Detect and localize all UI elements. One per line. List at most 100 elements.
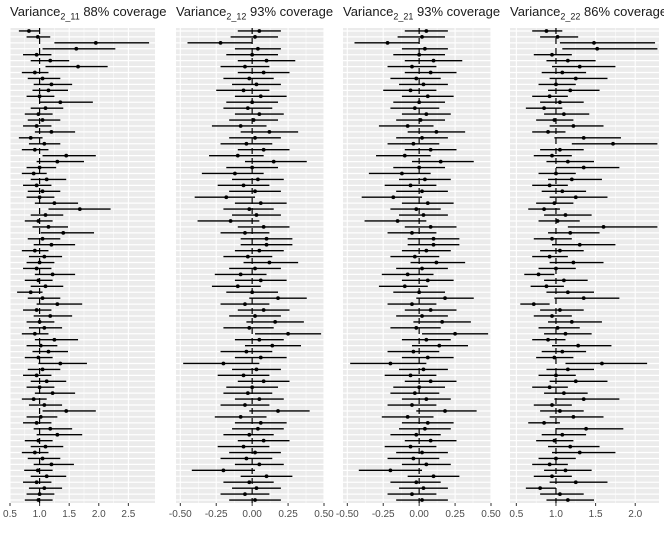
estimate-point — [55, 432, 60, 437]
estimate-point — [544, 29, 549, 33]
estimate-point — [438, 159, 443, 164]
estimate-point — [554, 82, 558, 87]
estimate-point — [536, 272, 541, 277]
estimate-point — [34, 52, 39, 57]
estimate-point — [37, 195, 42, 200]
estimate-point — [428, 308, 433, 312]
x-tick-label: 0.00 — [242, 509, 262, 520]
estimate-point — [600, 361, 604, 366]
x-tick-label: 0.25 — [445, 509, 465, 520]
estimate-point — [405, 272, 410, 277]
estimate-point — [36, 498, 41, 502]
estimate-point — [250, 165, 255, 170]
estimate-point — [43, 444, 48, 449]
estimate-point — [581, 296, 586, 301]
estimate-point — [250, 385, 255, 390]
estimate-point — [420, 135, 424, 140]
estimate-point — [412, 106, 417, 111]
estimate-point — [552, 438, 557, 443]
estimate-point — [52, 201, 57, 206]
estimate-point — [250, 290, 255, 295]
estimate-point — [37, 260, 42, 265]
panel-title: Variance2_12 93% coverage — [176, 4, 333, 22]
estimate-point — [421, 486, 426, 491]
estimate-point — [31, 171, 36, 176]
estimate-point — [40, 296, 45, 301]
estimate-point — [257, 248, 262, 253]
estimate-point — [561, 112, 566, 116]
estimate-point — [28, 135, 33, 140]
x-tick-label: 1.0 — [549, 509, 563, 520]
estimate-point — [74, 46, 79, 51]
estimate-point — [577, 450, 582, 455]
estimate-point — [417, 290, 422, 295]
estimate-point — [571, 260, 576, 265]
estimate-point — [428, 225, 433, 229]
estimate-point — [27, 29, 31, 33]
panel-title: Variance2_21 93% coverage — [343, 4, 500, 22]
estimate-point — [425, 278, 430, 283]
x-tick-label: 2.0 — [628, 509, 642, 520]
estimate-point — [241, 444, 246, 449]
estimate-point — [243, 403, 247, 407]
estimate-point — [245, 391, 250, 396]
estimate-point — [558, 100, 562, 105]
estimate-point — [423, 46, 427, 51]
estimate-point — [428, 147, 433, 152]
estimate-point — [254, 486, 259, 491]
estimate-point — [573, 76, 578, 81]
estimate-point — [276, 409, 280, 413]
estimate-point — [565, 290, 570, 295]
estimate-point — [42, 403, 47, 407]
estimate-point — [261, 225, 266, 229]
estimate-point — [568, 230, 573, 235]
estimate-point — [228, 219, 233, 223]
estimate-point — [391, 195, 396, 200]
x-tick-label: -0.25 — [205, 509, 228, 520]
estimate-point — [221, 468, 226, 473]
estimate-point — [28, 290, 33, 295]
x-tick-label: 0.25 — [278, 509, 298, 520]
estimate-point — [36, 438, 41, 443]
estimate-point — [250, 52, 255, 57]
estimate-point — [257, 337, 262, 342]
estimate-point — [244, 349, 249, 354]
estimate-point — [46, 225, 51, 229]
estimate-point — [424, 248, 429, 253]
estimate-point — [420, 35, 424, 39]
estimate-point — [563, 331, 568, 336]
estimate-point — [243, 230, 247, 235]
estimate-point — [573, 195, 578, 200]
estimate-point — [49, 242, 54, 247]
panel-title-coverage: 86% coverage — [580, 4, 664, 19]
estimate-point — [560, 432, 565, 437]
estimate-point — [258, 278, 263, 283]
estimate-point — [544, 284, 549, 289]
estimate-point — [555, 219, 560, 223]
estimate-point — [221, 361, 226, 366]
estimate-point — [253, 35, 257, 39]
panel-title-coverage: 93% coverage — [246, 4, 334, 19]
estimate-point — [410, 230, 414, 235]
estimate-point — [423, 426, 427, 431]
estimate-point — [558, 492, 562, 496]
estimate-point — [425, 420, 430, 425]
estimate-point — [531, 302, 536, 306]
estimate-point — [37, 165, 42, 170]
estimate-point — [569, 177, 574, 182]
estimate-point — [581, 135, 586, 140]
estimate-point — [32, 450, 37, 455]
estimate-point — [34, 183, 39, 188]
estimate-point — [267, 260, 272, 265]
estimate-point — [36, 355, 41, 360]
estimate-point — [565, 498, 570, 502]
estimate-point — [257, 397, 262, 401]
estimate-point — [256, 177, 260, 182]
panel-2-22: Variance2_22 86% coverage 0.5 1.0 1.5 2.0 — [509, 0, 664, 543]
estimate-point — [256, 426, 260, 431]
estimate-point — [50, 391, 55, 396]
estimate-point — [417, 385, 422, 390]
panel-title-coverage: 88% coverage — [79, 4, 167, 19]
estimate-point — [257, 29, 262, 33]
estimate-point — [412, 391, 417, 396]
